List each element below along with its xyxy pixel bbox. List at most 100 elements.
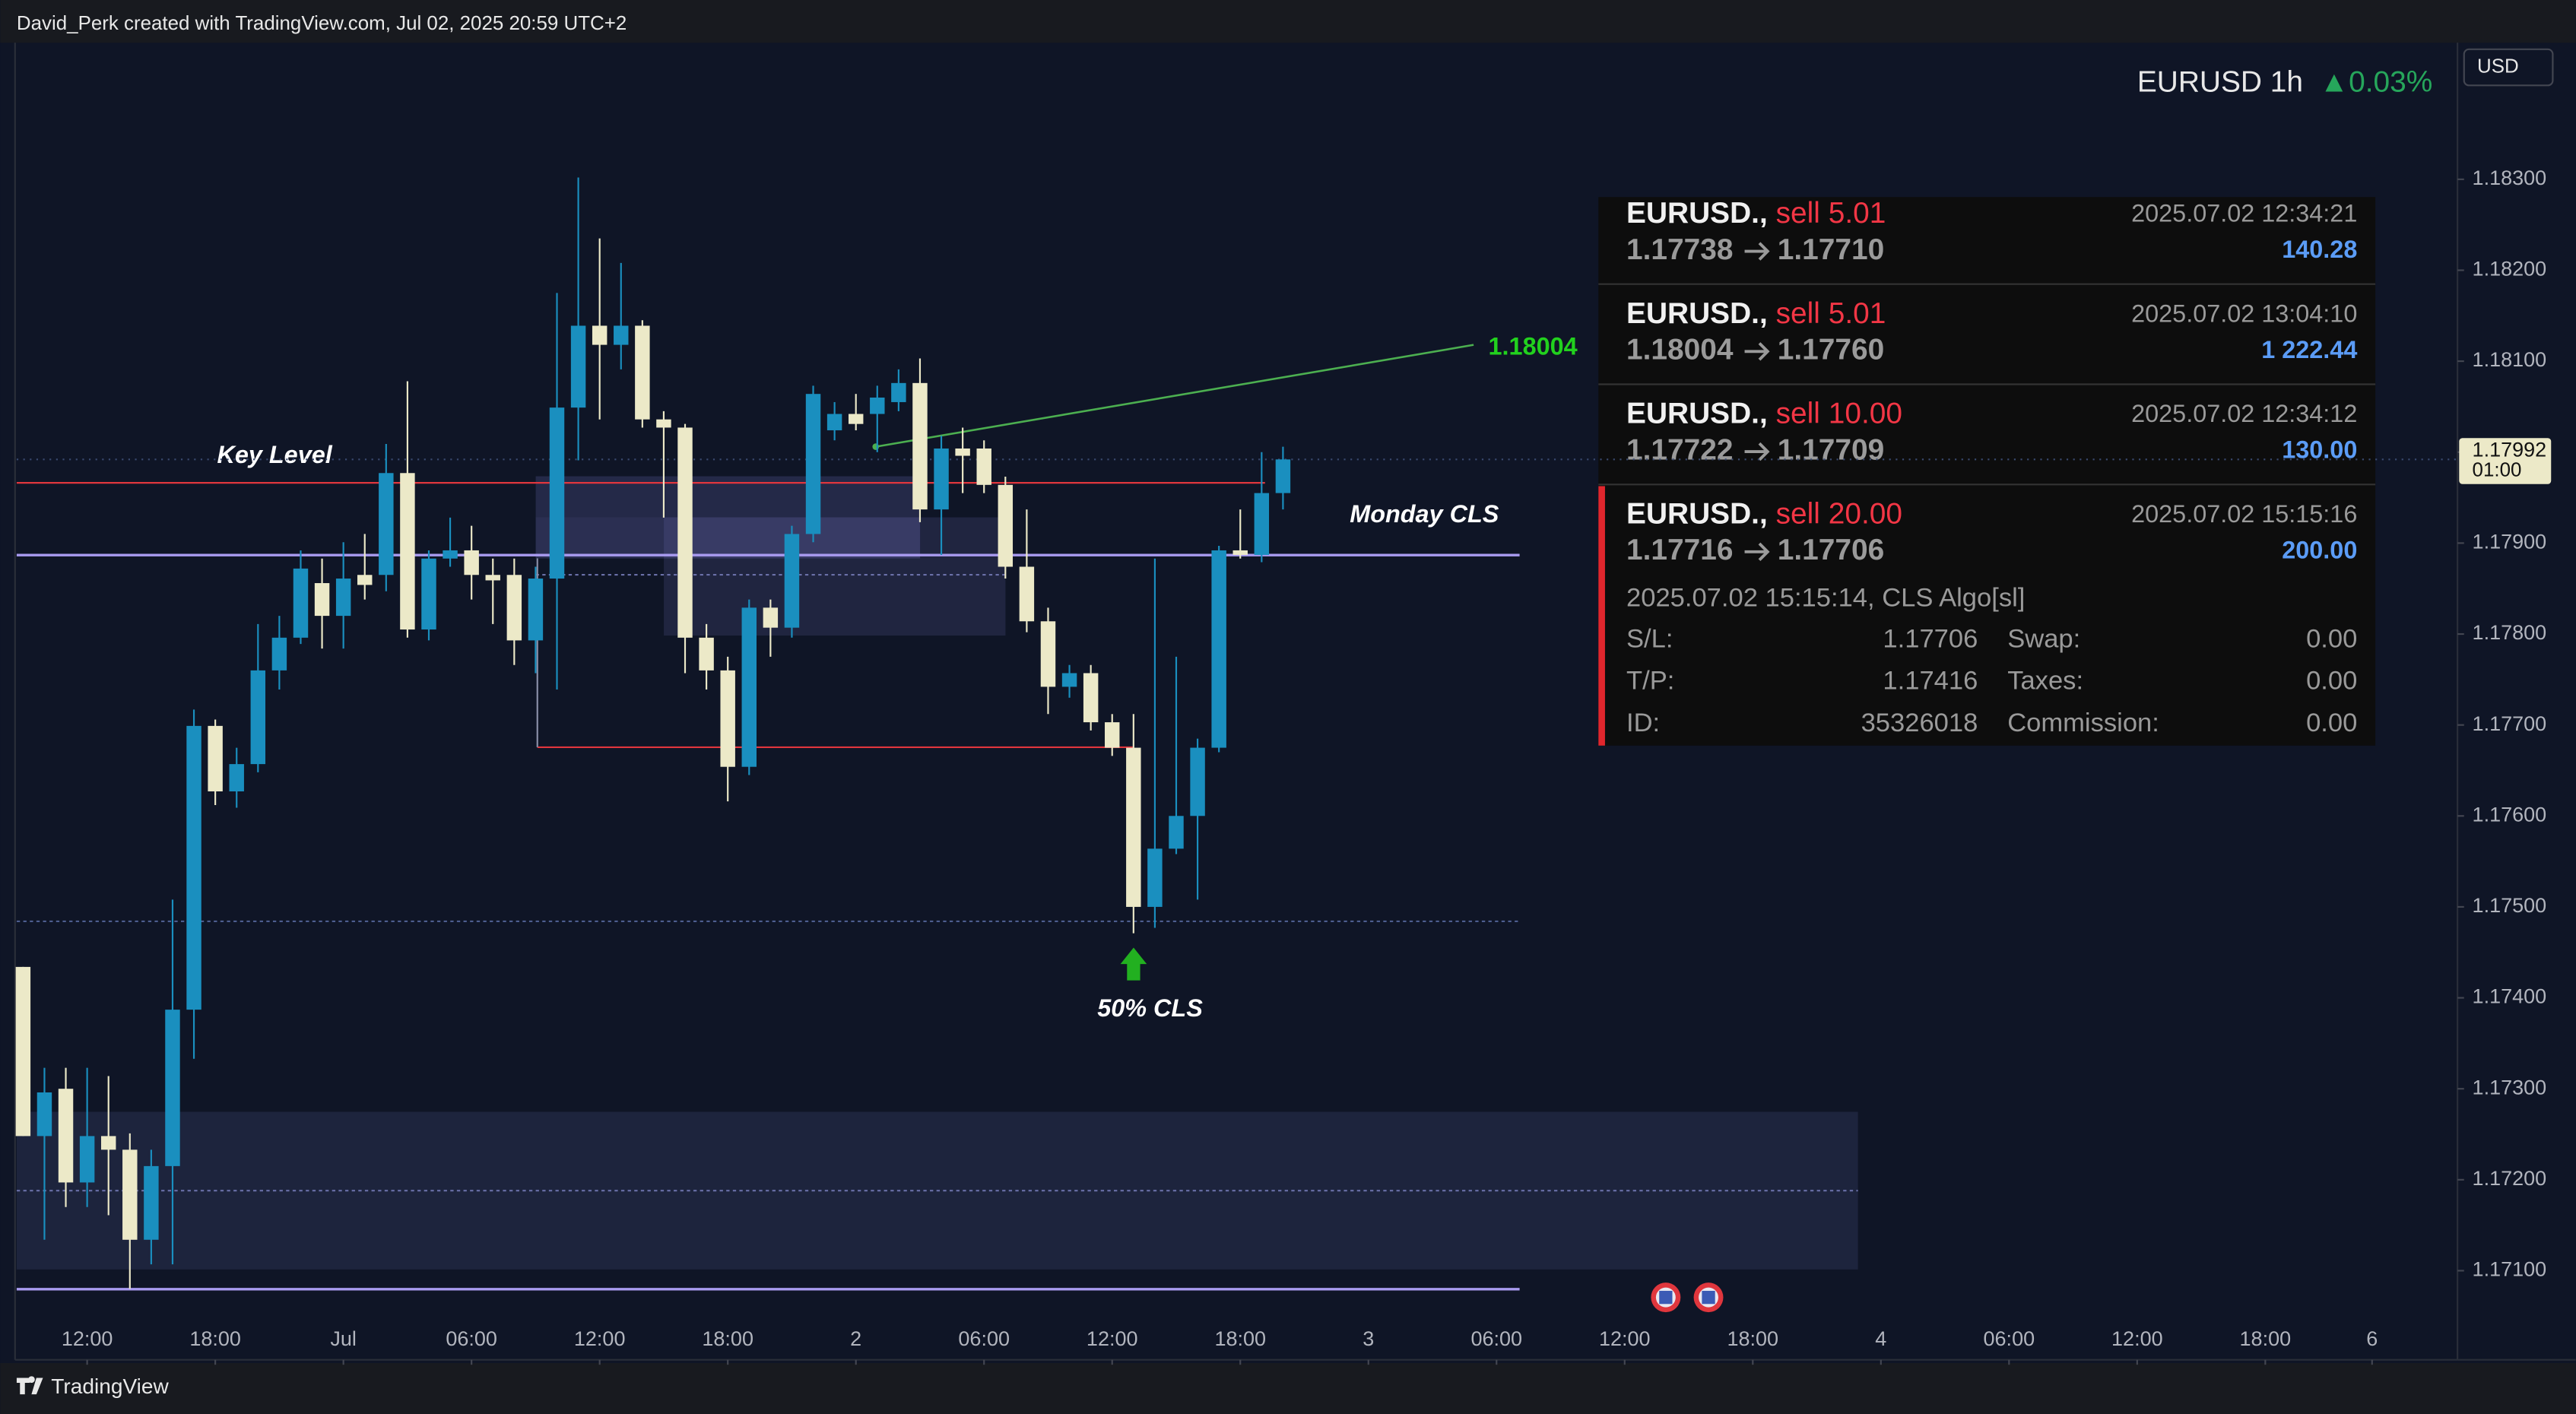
candle-body: [208, 725, 223, 791]
candle-body: [443, 550, 458, 559]
trade-time: 2025.07.02 13:04:10: [2131, 300, 2357, 327]
annotation: Key Level: [217, 441, 332, 468]
candle-body: [58, 1089, 74, 1183]
x-tick-label: 18:00: [1214, 1327, 1266, 1350]
y-tick-label: 1.17700: [2473, 712, 2547, 735]
y-tick-label: 1.17900: [2473, 531, 2547, 553]
detail-label: T/P:: [1626, 667, 1674, 696]
candle-body: [379, 473, 394, 575]
candle-body: [400, 473, 415, 630]
top-bar: [0, 0, 2576, 43]
y-tick-label: 1.17300: [2473, 1076, 2547, 1099]
y-tick-label: 1.18100: [2473, 348, 2547, 371]
trade-profit: 140.28: [2282, 236, 2357, 263]
x-tick-label: 12:00: [62, 1327, 113, 1350]
trade-panel: EURUSD., sell 5.01 2025.07.02 12:34:211.17…: [1598, 197, 2376, 746]
candle-body: [1126, 747, 1141, 907]
candle-body: [699, 637, 714, 671]
candle-body: [1105, 722, 1120, 748]
x-tick-label: 12:00: [1599, 1327, 1651, 1350]
x-tick-label: 06:00: [1470, 1327, 1522, 1350]
x-tick-label: 18:00: [1727, 1327, 1779, 1350]
candle-body: [79, 1136, 95, 1183]
trade-arrow: [1744, 242, 1770, 261]
trade-symbol: EURUSD.,: [1626, 197, 1768, 230]
candle-body: [100, 1136, 116, 1150]
zone: [535, 517, 921, 559]
detail-value: 0.00: [2306, 667, 2357, 696]
trade-open: 1.17722: [1626, 433, 1734, 466]
candle-body: [15, 966, 31, 1137]
candle-body: [506, 575, 522, 641]
candle-body: [741, 607, 757, 767]
candle-body: [1083, 673, 1099, 723]
candle-body: [635, 325, 650, 420]
detail-label: Taxes:: [2007, 667, 2083, 696]
currency[interactable]: USD: [2477, 55, 2519, 77]
current-price-box: [2459, 438, 2552, 484]
detail-label: Commission:: [2007, 709, 2159, 737]
x-tick-label: 4: [1875, 1327, 1886, 1350]
up-arrow: [1120, 947, 1147, 981]
x-tick-label: 12:00: [574, 1327, 626, 1350]
x-tick-label: 18:00: [702, 1327, 753, 1350]
x-tick-label: 12:00: [1087, 1327, 1138, 1350]
trade-close: 1.17709: [1778, 433, 1885, 466]
panel-bg: [1598, 197, 2376, 746]
candle-body: [912, 382, 928, 510]
x-tick-label: 2: [850, 1327, 861, 1350]
candle-body: [656, 419, 671, 428]
trade-header: EURUSD., sell 20.00: [1626, 498, 1902, 531]
candle-body: [122, 1149, 138, 1240]
x-tick-label: 06:00: [1984, 1327, 2035, 1350]
candle-body: [229, 764, 244, 791]
x-tick-label: 18:00: [189, 1327, 241, 1350]
y-tick-label: 1.18300: [2473, 166, 2547, 189]
x-tick-label: 12:00: [2111, 1327, 2163, 1350]
candle-body: [250, 670, 266, 765]
x-tick-label: Jul: [330, 1327, 357, 1350]
candle-body: [976, 448, 991, 485]
candle-body: [1061, 673, 1077, 687]
trade-comment: 2025.07.02 15:15:14, CLS Algo[sl]: [1626, 584, 2025, 613]
candle-body: [357, 575, 373, 585]
candle-body: [1211, 550, 1226, 748]
trend-label: 1.18004: [1489, 333, 1578, 360]
trade-profit: 200.00: [2282, 536, 2357, 563]
annotation: Monday CLS: [1350, 500, 1499, 528]
candle-body: [1254, 493, 1270, 555]
trade-symbol: EURUSD.,: [1626, 398, 1768, 430]
detail-value: 0.00: [2306, 709, 2357, 737]
candle-body: [1275, 459, 1291, 493]
x-tick-label: 3: [1363, 1327, 1374, 1350]
trade-open: 1.17716: [1626, 534, 1734, 566]
candle-body: [592, 325, 608, 345]
candle-body: [314, 583, 330, 617]
x-tick-label: 06:00: [958, 1327, 1010, 1350]
trade-time: 2025.07.02 12:34:21: [2131, 200, 2357, 227]
y-tick-label: 1.17100: [2473, 1258, 2547, 1281]
trade-arrow: [1744, 542, 1770, 562]
countdown: 01:00: [2473, 459, 2522, 480]
trade-side: sell 20.00: [1776, 498, 1902, 531]
trade-close: 1.17706: [1778, 534, 1885, 566]
y-tick-label: 1.17500: [2473, 894, 2547, 917]
y-tick-label: 1.17600: [2473, 803, 2547, 826]
current-price-label: 1.17992: [2473, 439, 2547, 461]
trade-arrow: [1744, 442, 1770, 461]
detail-label: ID:: [1626, 709, 1660, 737]
trade-symbol: EURUSD.,: [1626, 297, 1768, 330]
candle-body: [1169, 816, 1184, 849]
candle-body: [1232, 550, 1248, 555]
trade-header: EURUSD., sell 10.00: [1626, 398, 1902, 430]
brand-logo: [16, 1376, 43, 1395]
candle-body: [998, 484, 1014, 567]
change: ▲0.03%: [2320, 65, 2433, 98]
currency-button[interactable]: [2463, 48, 2554, 87]
candle-body: [891, 382, 906, 402]
candle-body: [1019, 566, 1035, 622]
brand: TradingView: [51, 1374, 169, 1398]
event-flag: [1651, 1282, 1724, 1313]
